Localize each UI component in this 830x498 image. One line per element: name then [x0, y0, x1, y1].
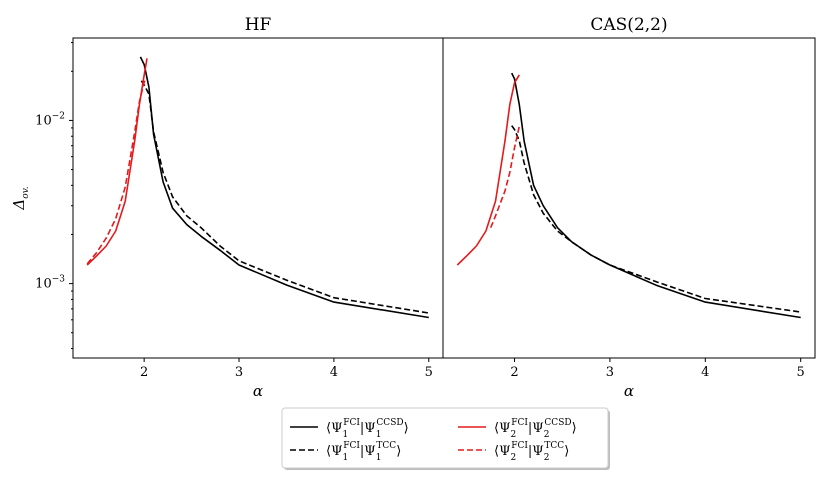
- series-group: [456, 72, 801, 319]
- x-tick-label: 4: [701, 365, 709, 380]
- x-tick-label: 3: [235, 365, 243, 380]
- x-tick-label: 2: [510, 365, 518, 380]
- series-line-s1_ccsd: [510, 72, 801, 319]
- panel-1: HF 2 3 4 5 α 10−2 10−3: [35, 15, 444, 400]
- legend-box: [281, 407, 609, 469]
- x-axis-label: α: [624, 382, 634, 400]
- series-line-s2_ccsd: [456, 74, 520, 266]
- x-tick-label: 5: [797, 365, 805, 380]
- series-line-s1_ccsd: [139, 56, 429, 319]
- x-tick-label: 5: [425, 365, 433, 380]
- y-axis-label-text: Δov.: [10, 186, 31, 210]
- legend-label: ⟨Ψ1FCI|Ψ1CCSD⟩: [326, 418, 409, 440]
- series-line-s1_tcc: [140, 80, 429, 314]
- series-group: [86, 56, 429, 319]
- legend-label: ⟨Ψ1FCI|Ψ1TCC⟩: [326, 441, 401, 463]
- panel-title: CAS(2,2): [590, 15, 667, 35]
- panels: HF 2 3 4 5 α 10−2 10−3 CAS(2,2) 2 3 4 5 α: [35, 15, 816, 400]
- axes-frame: [442, 37, 816, 359]
- series-line-s2_ccsd: [86, 58, 148, 266]
- panel-title: HF: [245, 15, 272, 35]
- y-axis-label: Δov.: [10, 186, 31, 210]
- x-tick-label: 3: [606, 365, 614, 380]
- legend-label: ⟨Ψ2FCI|Ψ2CCSD⟩: [494, 418, 577, 440]
- series-line-s2_tcc: [489, 126, 521, 229]
- series-line-s2_tcc: [86, 78, 148, 265]
- x-axis-label: α: [253, 382, 263, 400]
- legend: ⟨Ψ1FCI|Ψ1CCSD⟩ ⟨Ψ2FCI|Ψ2CCSD⟩ ⟨Ψ1FCI|Ψ1TCC…: [281, 407, 610, 470]
- series-line-s1_tcc: [511, 125, 801, 313]
- legend-label: ⟨Ψ2FCI|Ψ2TCC⟩: [494, 441, 569, 463]
- x-tick-label: 2: [140, 365, 148, 380]
- y-tick-label: 10−3: [35, 275, 65, 292]
- panel-2: CAS(2,2) 2 3 4 5 α: [442, 15, 816, 400]
- y-tick-label: 10−2: [35, 111, 65, 128]
- x-tick-label: 4: [330, 365, 338, 380]
